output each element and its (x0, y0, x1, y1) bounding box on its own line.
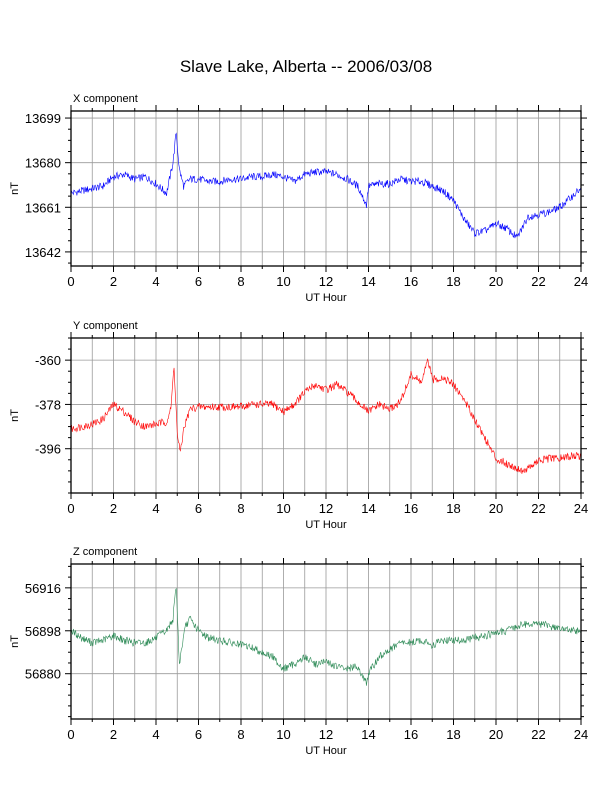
y-tick-label: 13661 (25, 200, 61, 215)
x-tick-label: 18 (446, 727, 460, 742)
x-tick-label: 14 (361, 501, 375, 516)
x-tick-label: 22 (531, 274, 545, 289)
x-tick-label: 20 (489, 727, 503, 742)
y-tick-label: 13680 (25, 156, 61, 171)
x-tick-label: 16 (404, 274, 418, 289)
x-tick-label: 2 (110, 274, 117, 289)
x-tick-label: 0 (67, 501, 74, 516)
page-title: Slave Lake, Alberta -- 2006/03/08 (179, 57, 433, 76)
y-tick-label: 13642 (25, 245, 61, 260)
y-tick-label: 56916 (25, 581, 61, 596)
y-tick-label: 13699 (25, 111, 61, 126)
x-tick-label: 12 (319, 274, 333, 289)
x-tick-label: 20 (489, 274, 503, 289)
y-tick-label: 56880 (25, 667, 61, 682)
x-tick-label: 6 (195, 501, 202, 516)
x-tick-label: 14 (361, 274, 375, 289)
x-tick-label: 22 (531, 501, 545, 516)
panel-title: Y component (73, 320, 138, 332)
y-axis-label: nT (9, 409, 21, 422)
x-tick-label: 2 (110, 727, 117, 742)
x-tick-label: 6 (195, 274, 202, 289)
y-tick-label: -396 (35, 442, 61, 457)
x-tick-label: 22 (531, 727, 545, 742)
panel-title: Z component (73, 546, 137, 558)
x-tick-label: 18 (446, 274, 460, 289)
x-tick-label: 12 (319, 501, 333, 516)
x-tick-label: 0 (67, 727, 74, 742)
panel-title: X component (73, 93, 138, 105)
y-axis-label: nT (9, 635, 21, 648)
x-tick-label: 4 (152, 501, 159, 516)
x-tick-label: 8 (237, 274, 244, 289)
x-tick-label: 10 (276, 501, 290, 516)
x-tick-label: 18 (446, 501, 460, 516)
x-tick-label: 12 (319, 727, 333, 742)
x-axis-label: UT Hour (305, 745, 347, 757)
x-tick-label: 4 (152, 727, 159, 742)
x-tick-label: 16 (404, 727, 418, 742)
x-tick-label: 20 (489, 501, 503, 516)
y-axis-label: nT (9, 182, 21, 195)
x-tick-label: 6 (195, 727, 202, 742)
x-tick-label: 0 (67, 274, 74, 289)
series-line (70, 587, 582, 686)
y-tick-label: 56898 (25, 624, 61, 639)
y-tick-label: -360 (35, 353, 61, 368)
series-line (70, 358, 582, 474)
x-axis-label: UT Hour (305, 519, 347, 531)
x-tick-label: 24 (574, 274, 588, 289)
x-tick-label: 14 (361, 727, 375, 742)
x-tick-label: 4 (152, 274, 159, 289)
x-tick-label: 16 (404, 501, 418, 516)
x-tick-label: 8 (237, 727, 244, 742)
chart-panel-1: 0 2 4 6 8 10 12 14 16 18 20 22 241364213661136801369… (9, 93, 588, 304)
x-tick-label: 24 (574, 501, 588, 516)
x-tick-label: 8 (237, 501, 244, 516)
y-tick-label: -378 (35, 397, 61, 412)
x-axis-label: UT Hour (305, 292, 347, 304)
x-tick-label: 24 (574, 727, 588, 742)
x-tick-label: 10 (276, 274, 290, 289)
x-tick-label: 10 (276, 727, 290, 742)
x-tick-label: 2 (110, 501, 117, 516)
series-line (70, 132, 582, 239)
